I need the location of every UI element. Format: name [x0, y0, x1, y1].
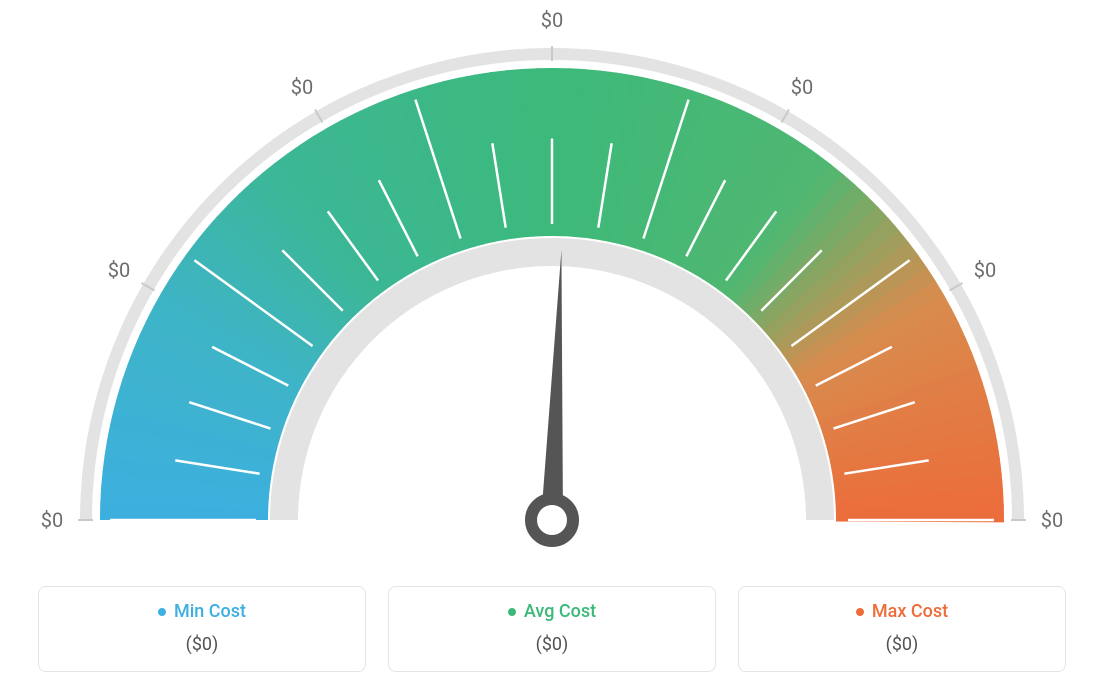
gauge-svg — [52, 0, 1052, 560]
legend-max-label: Max Cost — [872, 601, 948, 622]
legend-avg: Avg Cost ($0) — [388, 586, 716, 673]
legend-min-dot — [158, 608, 166, 616]
legend-max: Max Cost ($0) — [738, 586, 1066, 673]
legend-avg-label: Avg Cost — [524, 601, 596, 622]
gauge-chart: $0$0$0$0$0$0$0 — [52, 0, 1052, 560]
legend-max-dot — [856, 608, 864, 616]
gauge-tick-label: $0 — [291, 75, 313, 99]
legend-avg-title: Avg Cost — [508, 601, 596, 622]
legend-min-label: Min Cost — [174, 601, 246, 622]
legend-max-title: Max Cost — [856, 601, 948, 622]
gauge-tick-label: $0 — [41, 508, 63, 532]
legend-min: Min Cost ($0) — [38, 586, 366, 673]
gauge-tick-label: $0 — [108, 258, 130, 282]
gauge-tick-label: $0 — [791, 75, 813, 99]
legend-row: Min Cost ($0) Avg Cost ($0) Max Cost ($0… — [38, 586, 1066, 673]
legend-avg-value: ($0) — [399, 634, 705, 655]
legend-min-title: Min Cost — [158, 601, 246, 622]
gauge-tick-label: $0 — [974, 258, 996, 282]
gauge-tick-label: $0 — [541, 8, 563, 32]
legend-avg-dot — [508, 608, 516, 616]
gauge-tick-label: $0 — [1041, 508, 1063, 532]
legend-min-value: ($0) — [49, 634, 355, 655]
legend-max-value: ($0) — [749, 634, 1055, 655]
